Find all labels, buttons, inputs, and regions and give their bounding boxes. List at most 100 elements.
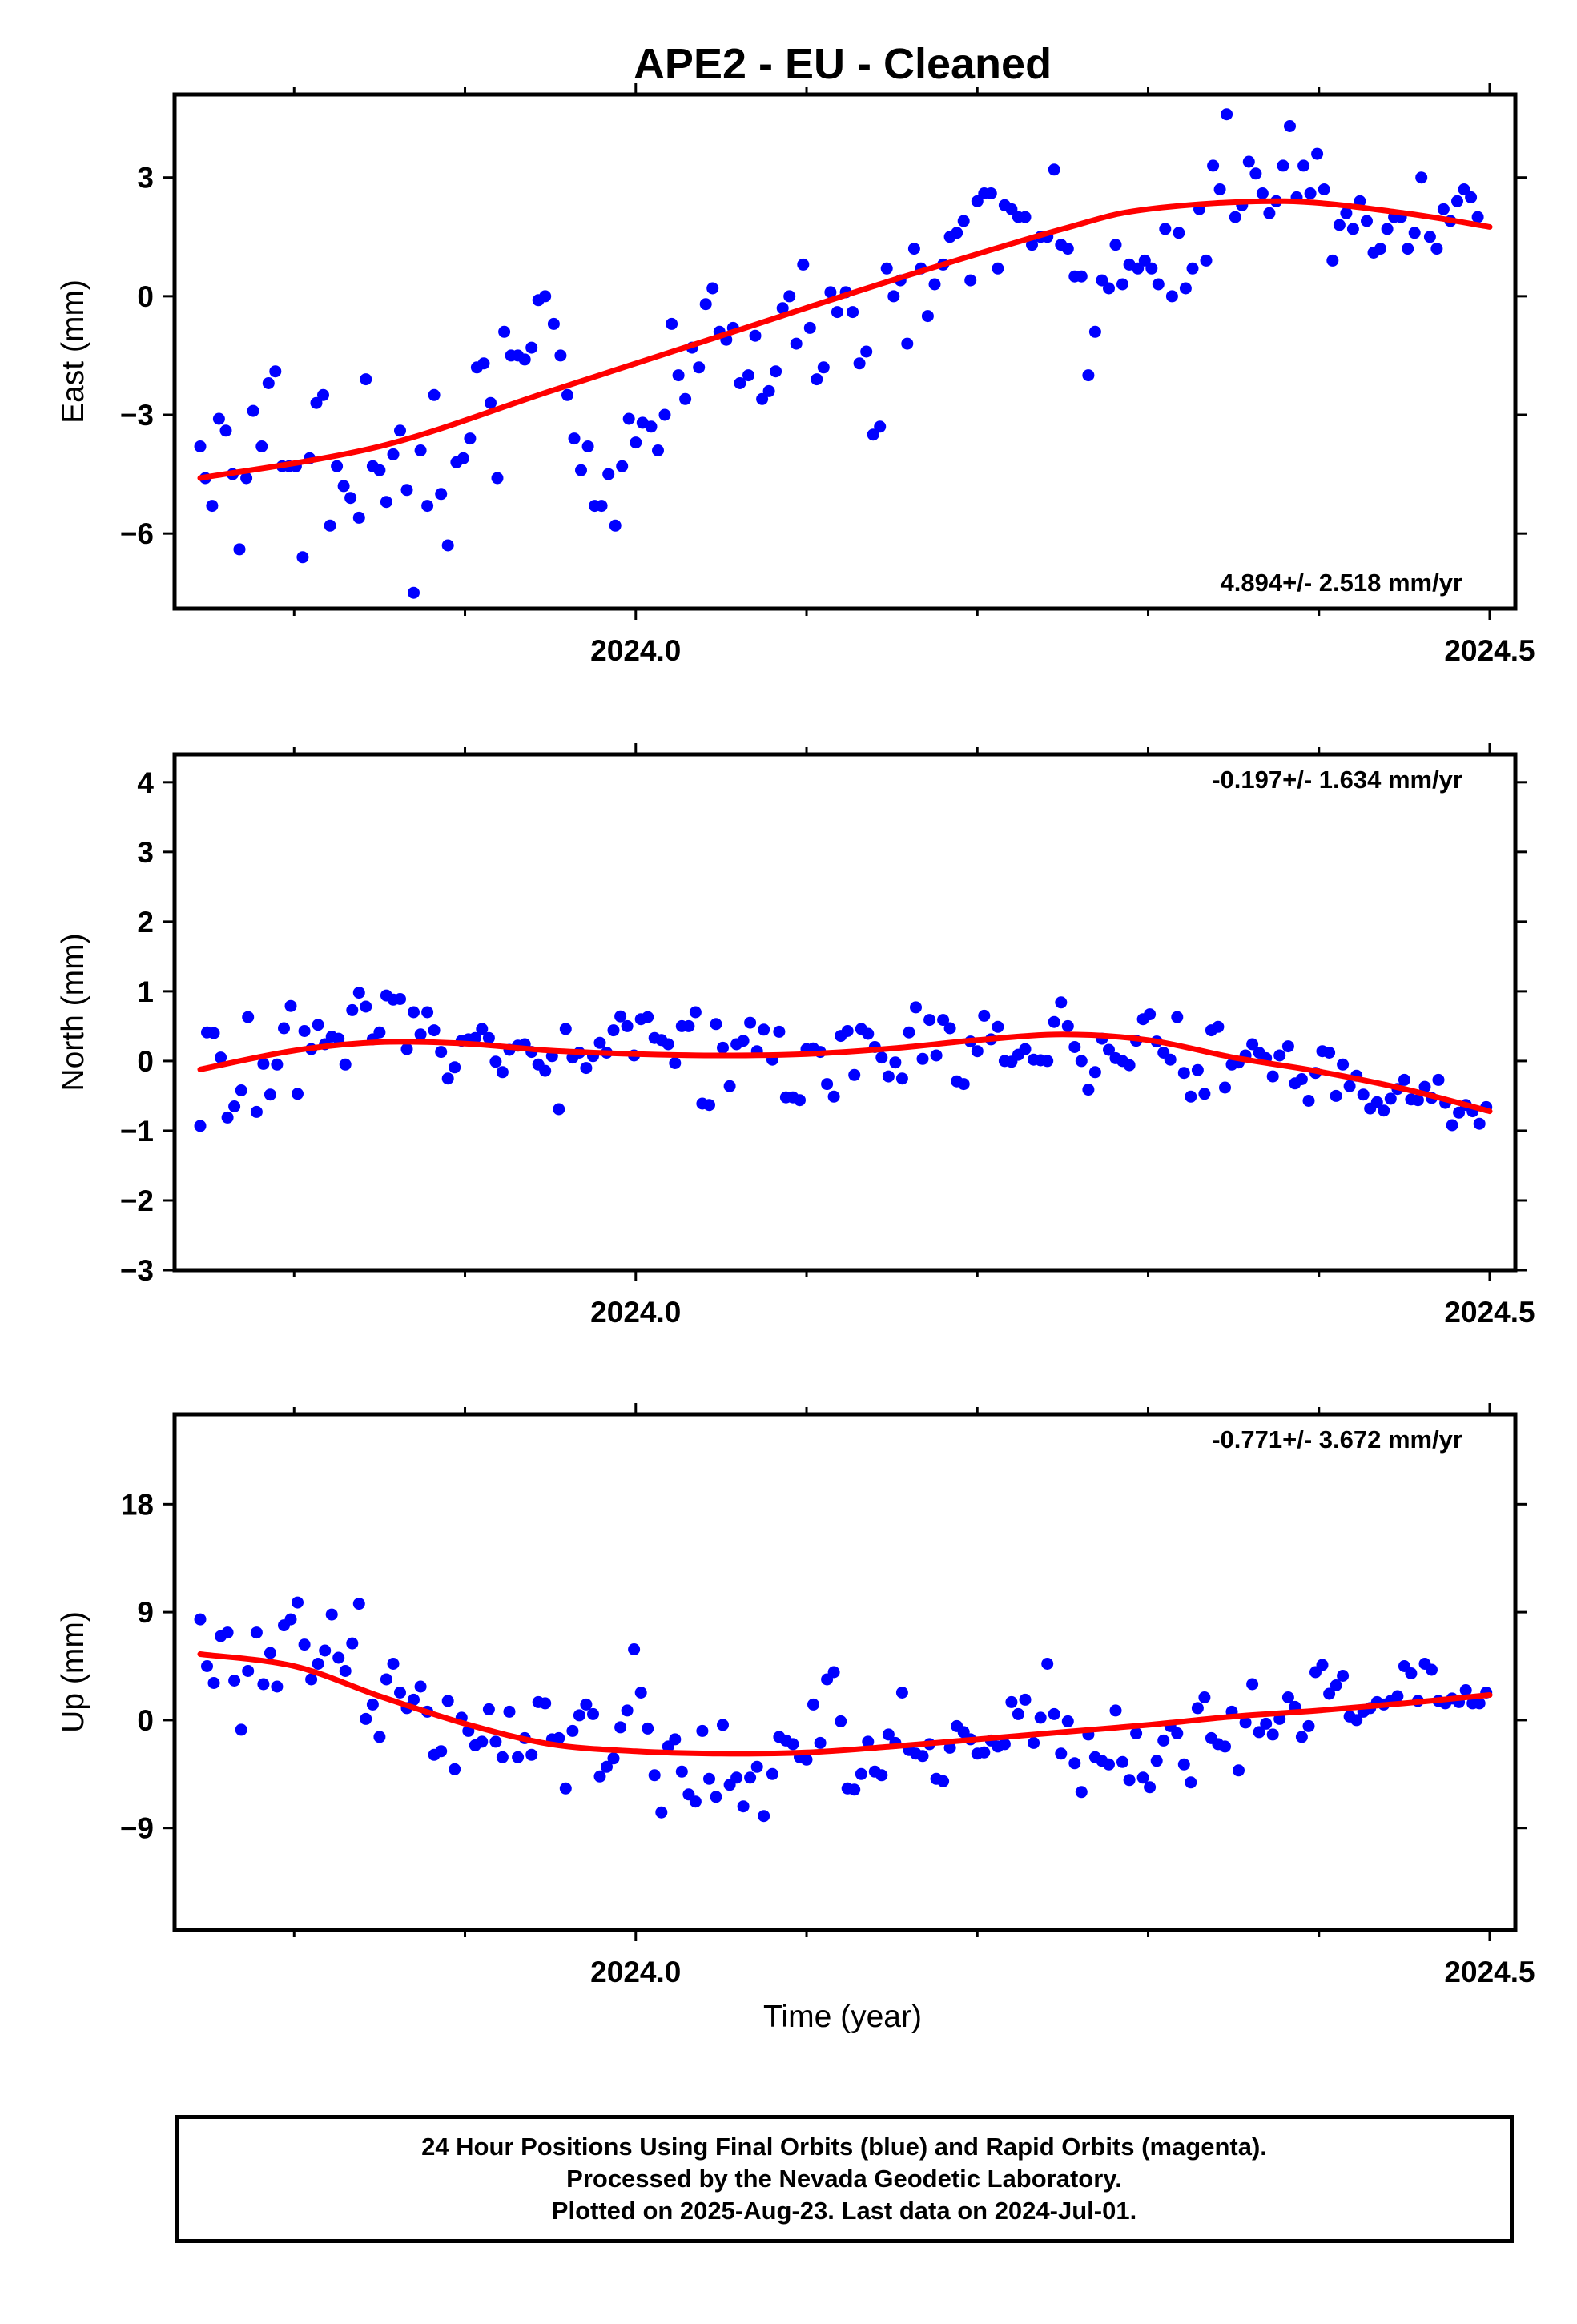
east-data-point [984, 187, 997, 199]
footer-line-2: Processed by the Nevada Geodetic Laborat… [566, 2165, 1122, 2193]
north-data-point [1219, 1081, 1231, 1094]
east-data-point [928, 278, 941, 291]
east-data-point [1019, 211, 1032, 223]
east-data-point [1088, 325, 1101, 338]
east-y-tick-label: −3 [120, 399, 154, 432]
x-axis-label: Time (year) [763, 2000, 922, 2034]
east-data-point [1173, 227, 1185, 239]
up-data-point [1330, 1679, 1342, 1691]
east-data-point [337, 480, 350, 493]
east-data-point [262, 377, 275, 389]
north-data-point [930, 1049, 943, 1062]
north-data-point [978, 1009, 991, 1022]
east-data-point [749, 329, 762, 342]
north-x-tick-label: 2024.0 [590, 1296, 681, 1329]
up-data-point [827, 1666, 840, 1679]
east-data-point [957, 215, 970, 227]
east-data-point [679, 392, 692, 405]
up-data-point [895, 1687, 908, 1699]
up-data-point [1177, 1758, 1190, 1771]
north-y-tick-label: −1 [120, 1115, 154, 1148]
up-data-point [1316, 1659, 1329, 1671]
east-data-point [616, 460, 629, 472]
east-data-point [1103, 282, 1115, 295]
east-data-point [762, 384, 775, 397]
north-data-point [1432, 1073, 1445, 1086]
up-data-point [696, 1724, 709, 1737]
north-y-tick-label: −3 [120, 1254, 154, 1287]
east-data-point [1132, 262, 1145, 275]
north-data-point [1164, 1053, 1177, 1066]
east-data-point [547, 317, 560, 330]
up-data-point [319, 1644, 332, 1657]
north-data-point [992, 1020, 1004, 1033]
north-y-tick-label: 3 [137, 836, 154, 869]
up-data-point [1295, 1731, 1308, 1743]
up-data-point [1281, 1691, 1294, 1703]
east-data-point [831, 306, 843, 319]
north-data-point [1295, 1073, 1308, 1085]
north-data-point [1068, 1041, 1081, 1053]
east-data-point [421, 500, 434, 513]
north-data-point [1370, 1096, 1383, 1108]
figure-title: APE2 - EU - Cleaned [634, 40, 1052, 88]
up-data-point [1391, 1690, 1404, 1703]
up-data-point [305, 1673, 318, 1686]
up-data-point [573, 1709, 585, 1722]
east-data-point [1229, 211, 1241, 223]
east-data-point [874, 420, 887, 433]
north-data-point [1177, 1067, 1190, 1080]
east-data-point [360, 373, 372, 386]
east-data-point [1277, 159, 1289, 172]
north-data-point [580, 1062, 593, 1075]
east-data-point [1116, 278, 1128, 291]
east-plot-frame [172, 92, 1518, 611]
up-data-point [642, 1722, 654, 1735]
north-data-point [207, 1027, 220, 1039]
up-data-point [482, 1703, 495, 1715]
east-data-point [464, 432, 477, 445]
up-data-point [394, 1687, 406, 1699]
up-data-point [1239, 1716, 1252, 1729]
east-data-point [1408, 227, 1421, 239]
east-data-point [1207, 159, 1220, 172]
up-data-point [1266, 1728, 1279, 1741]
north-data-point [408, 1006, 420, 1019]
up-x-tick-label: 2024.0 [590, 1956, 681, 1988]
north-data-point [1273, 1049, 1286, 1062]
up-data-point [634, 1687, 647, 1699]
east-data-point [212, 412, 225, 425]
east-data-point [630, 436, 642, 449]
east-data-point [344, 492, 357, 505]
north-data-point [1453, 1106, 1466, 1119]
east-data-point [734, 377, 746, 389]
east-data-point [1213, 183, 1226, 195]
east-data-point [1026, 239, 1038, 251]
east-data-point [1048, 163, 1060, 176]
east-data-point [867, 428, 879, 441]
up-data-point [312, 1658, 324, 1670]
north-data-point [1343, 1080, 1356, 1092]
up-data-point [380, 1673, 392, 1686]
up-data-point [875, 1769, 888, 1782]
east-data-point [699, 298, 712, 311]
up-data-point [201, 1660, 213, 1672]
up-data-point [717, 1719, 729, 1731]
up-data-point [1337, 1670, 1350, 1682]
up-data-point [1157, 1734, 1170, 1747]
north-data-point [346, 1003, 359, 1016]
east-data-point [1242, 155, 1255, 168]
up-data-point [614, 1721, 627, 1734]
north-data-point [758, 1023, 770, 1036]
east-data-point [1318, 183, 1330, 195]
up-data-point [1019, 1693, 1032, 1706]
up-data-point [744, 1771, 757, 1784]
east-data-point [1284, 120, 1296, 132]
north-data-point [1082, 1084, 1095, 1096]
east-data-point [1109, 239, 1122, 251]
east-data-point [387, 448, 400, 460]
east-data-point [770, 365, 782, 378]
north-data-point [642, 1011, 654, 1023]
up-data-point [998, 1738, 1011, 1751]
north-data-point [744, 1016, 757, 1029]
